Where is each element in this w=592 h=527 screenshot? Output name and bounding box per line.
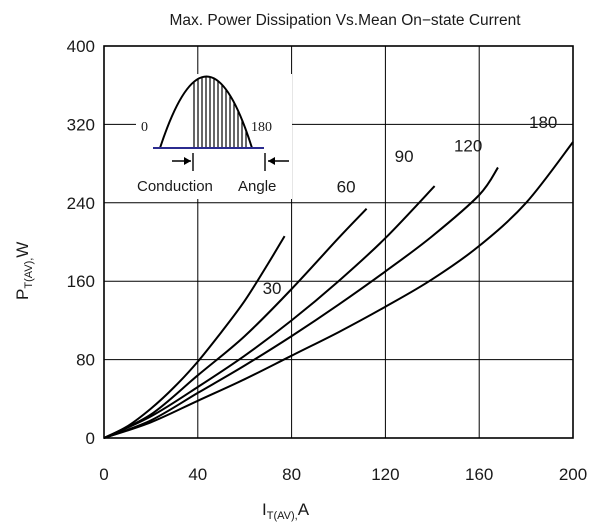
series-label-180: 180 [529,113,557,132]
x-tick-label: 200 [559,465,587,484]
y-tick-label: 400 [67,37,95,56]
series-line-180 [103,141,574,439]
y-tick-label: 160 [67,272,95,291]
inset-arrowhead-left [184,157,191,165]
inset-arrowhead-right [268,157,275,165]
series-line-30 [103,235,286,439]
series-line-120 [103,166,499,439]
inset-label-end: 180 [251,120,272,135]
y-tick-label: 0 [86,429,95,448]
x-tick-label: 120 [371,465,399,484]
inset-caption-left: Conduction [137,178,213,195]
x-tick-label: 40 [188,465,207,484]
inset-caption-right: Angle [238,178,276,195]
plot-frame [103,45,574,439]
series-line-90 [103,185,436,439]
x-axis-label: IT(AV),A [262,500,310,522]
y-tick-label: 80 [76,351,95,370]
chart-title: Max. Power Dissipation Vs.Mean On−state … [169,12,521,29]
x-tick-labels: 0 40 80 120 160 200 [99,465,587,484]
y-axis-label: PT(AV),W [13,242,35,300]
x-tick-label: 160 [465,465,493,484]
inset-hatch [193,76,247,148]
x-tick-label: 0 [99,465,108,484]
inset-waveform [159,75,253,149]
inset-label-start: 0 [141,120,148,135]
series-label-30: 30 [263,279,282,298]
series-label-60: 60 [337,178,356,197]
series-label-90: 90 [395,147,414,166]
series-labels: 30 60 90 120 180 [263,113,558,298]
y-tick-labels: 0 80 160 240 320 400 [67,37,95,448]
series-line-60 [103,208,368,439]
series-label-120: 120 [454,137,482,156]
conduction-angle-inset: 0 180 Conduction Angle [136,74,292,199]
x-tick-label: 80 [282,465,301,484]
series-group [103,141,574,439]
y-tick-label: 240 [67,194,95,213]
y-tick-label: 320 [67,115,95,134]
